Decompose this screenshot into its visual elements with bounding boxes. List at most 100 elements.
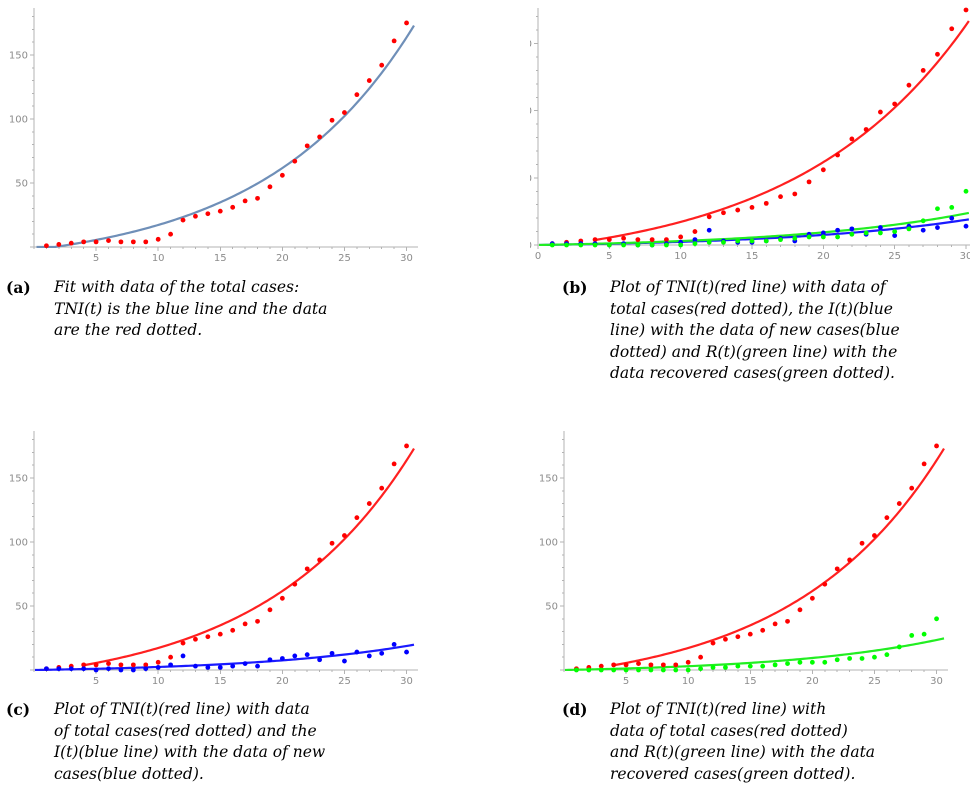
- x-tick-label: 25: [338, 676, 351, 687]
- data-point-total: [678, 235, 683, 240]
- data-point-total: [168, 655, 173, 660]
- caption-d-line: Plot of TNI(t)(red line) with: [610, 699, 974, 721]
- caption-b-line: dotted) and R(t)(green line) with the: [610, 342, 974, 364]
- data-point-total: [810, 596, 815, 601]
- data-point-recovered: [599, 668, 604, 673]
- data-point-new: [935, 225, 940, 230]
- points-total: [550, 8, 969, 246]
- data-point-total: [131, 239, 136, 244]
- caption-d-line: recovered cases(green dotted).: [610, 764, 974, 786]
- data-point-recovered: [735, 239, 740, 244]
- data-point-recovered: [807, 235, 812, 240]
- caption-a-line: are the red dotted.: [54, 320, 416, 342]
- x-tick-label: 5: [623, 676, 629, 687]
- data-point-new: [81, 666, 86, 671]
- caption-d-line: and R(t)(green line) with the data: [610, 742, 974, 764]
- data-point-total: [686, 660, 691, 665]
- data-point-total: [748, 632, 753, 637]
- data-point-total: [243, 199, 248, 204]
- data-point-recovered: [847, 656, 852, 661]
- data-point-recovered: [698, 666, 703, 671]
- panel-b: 051015202530050100150: [530, 0, 970, 268]
- data-point-total: [367, 78, 372, 83]
- caption-a-line: TNI(t) is the blue line and the data: [54, 299, 416, 321]
- data-point-total: [935, 52, 940, 57]
- data-point-recovered: [822, 660, 827, 665]
- data-point-recovered: [764, 239, 769, 244]
- data-point-recovered: [884, 652, 889, 657]
- data-point-total: [119, 239, 124, 244]
- data-point-total: [268, 184, 273, 189]
- data-point-total: [721, 210, 726, 215]
- curve-tni: [84, 449, 414, 666]
- data-point-recovered: [661, 668, 666, 673]
- data-point-new: [218, 665, 223, 670]
- data-point-recovered: [872, 655, 877, 660]
- axes-a: [30, 8, 418, 251]
- data-point-new: [949, 216, 954, 221]
- data-point-new: [964, 224, 969, 229]
- x-tick-label: 20: [276, 253, 289, 264]
- data-point-recovered: [664, 243, 669, 248]
- data-point-total: [143, 239, 148, 244]
- data-point-recovered: [810, 660, 815, 665]
- data-point-total: [81, 239, 86, 244]
- axes-b: [534, 8, 970, 249]
- data-point-total: [181, 218, 186, 223]
- data-point-total: [778, 194, 783, 199]
- data-point-total: [860, 541, 865, 546]
- data-point-total: [798, 607, 803, 612]
- data-point-total: [635, 237, 640, 242]
- data-point-total: [707, 214, 712, 219]
- data-point-recovered: [892, 229, 897, 234]
- caption-b-line: line) with the data of new cases(blue: [610, 320, 974, 342]
- data-point-new: [317, 657, 322, 662]
- data-point-new: [56, 666, 61, 671]
- y-tick-label: 100: [539, 537, 558, 548]
- data-point-total: [156, 237, 161, 242]
- data-point-total: [922, 461, 927, 466]
- points-total: [574, 444, 939, 672]
- data-point-recovered: [564, 243, 569, 248]
- data-point-recovered: [849, 232, 854, 237]
- y-tick-label: 50: [530, 173, 532, 184]
- data-point-total: [785, 619, 790, 624]
- data-point-recovered: [649, 668, 654, 673]
- data-point-recovered: [934, 616, 939, 621]
- data-point-total: [698, 655, 703, 660]
- data-point-total: [292, 582, 297, 587]
- data-point-recovered: [550, 243, 555, 248]
- data-point-new: [193, 664, 198, 669]
- data-point-new: [280, 656, 285, 661]
- x-tick-label: 25: [338, 253, 351, 264]
- x-tick-label: 20: [806, 676, 819, 687]
- caption-a-text: Fit with data of the total cases: TNI(t)…: [54, 277, 416, 342]
- data-point-total: [218, 209, 223, 214]
- data-point-total: [835, 566, 840, 571]
- data-point-total: [735, 634, 740, 639]
- caption-b-line: data recovered cases(green dotted).: [610, 363, 974, 385]
- data-point-total: [621, 236, 626, 241]
- data-point-recovered: [909, 633, 914, 638]
- data-point-total: [131, 662, 136, 667]
- data-point-new: [379, 651, 384, 656]
- plot-c: 5 10 15 20 25 30 50 100 150: [0, 423, 420, 691]
- data-point-new: [367, 654, 372, 659]
- data-point-total: [864, 127, 869, 132]
- x-tick-label: 10: [674, 251, 687, 262]
- data-point-total: [181, 641, 186, 646]
- data-point-recovered: [721, 240, 726, 245]
- data-point-total: [964, 8, 969, 13]
- data-point-total: [342, 110, 347, 115]
- data-point-recovered: [864, 231, 869, 236]
- data-point-total: [218, 632, 223, 637]
- data-point-total: [94, 662, 99, 667]
- caption-d-label: (d): [562, 699, 588, 721]
- data-point-recovered: [636, 668, 641, 673]
- y-tick-label: 150: [539, 473, 558, 484]
- data-point-new: [94, 668, 99, 673]
- caption-d-line: data of total cases(red dotted): [610, 721, 974, 743]
- caption-b-text: Plot of TNI(t)(red line) with data of to…: [610, 277, 974, 385]
- data-point-recovered: [760, 664, 765, 669]
- data-point-recovered: [593, 243, 598, 248]
